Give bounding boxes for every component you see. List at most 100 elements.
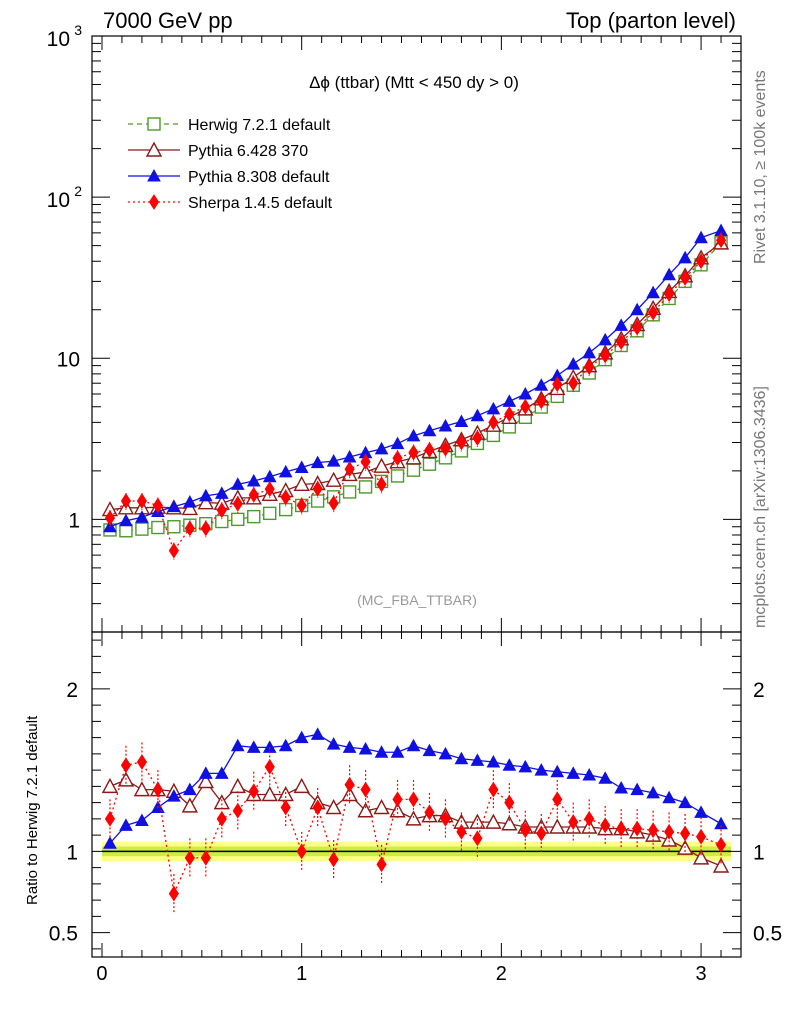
y-tick-label: 2 <box>66 679 78 702</box>
analysis-name: (MC_FBA_TTBAR) <box>357 592 477 608</box>
data-point <box>261 786 278 802</box>
legend-marker <box>145 141 163 157</box>
data-point <box>504 406 515 423</box>
x-tick-label: 2 <box>496 963 507 985</box>
legend-label: Pythia 6.428 370 <box>188 143 308 160</box>
legend-marker <box>147 168 161 182</box>
data-point <box>422 743 437 757</box>
data-point <box>264 758 275 775</box>
data-point <box>568 814 579 831</box>
data-point <box>198 766 213 779</box>
data-point <box>344 776 355 793</box>
data-point <box>230 738 245 752</box>
data-point <box>390 469 405 483</box>
data-point <box>694 230 708 244</box>
data-point <box>552 791 563 808</box>
x-tick-label: 3 <box>695 963 706 985</box>
data-point <box>488 781 499 798</box>
data-point <box>470 408 485 422</box>
data-point <box>664 823 675 840</box>
data-point <box>135 522 149 536</box>
data-point <box>679 270 691 286</box>
ratio-uncertainty-band <box>101 841 732 862</box>
data-point <box>470 753 485 766</box>
y-tick-label: 10 <box>47 189 70 212</box>
legend-label: Pythia 8.308 default <box>188 169 330 186</box>
data-point <box>230 477 245 490</box>
data-point <box>679 825 691 842</box>
data-point <box>104 810 116 827</box>
data-point <box>167 789 181 802</box>
data-point <box>440 810 451 827</box>
data-point <box>357 802 374 818</box>
data-point <box>646 285 660 299</box>
data-point <box>520 398 531 415</box>
x-tick-label: 0 <box>96 963 107 985</box>
data-point <box>374 745 389 758</box>
header-left: 7000 GeV pp <box>103 8 233 33</box>
data-point <box>373 799 390 815</box>
data-point <box>664 286 675 303</box>
data-point <box>600 817 611 834</box>
data-point <box>197 773 214 789</box>
data-point <box>229 777 246 794</box>
data-point <box>232 495 243 512</box>
data-point <box>501 815 518 831</box>
data-point <box>472 830 483 847</box>
data-point <box>715 232 727 249</box>
data-point <box>152 781 163 798</box>
data-point <box>136 754 148 770</box>
data-point <box>296 843 307 860</box>
data-point <box>248 783 259 800</box>
data-point <box>486 401 501 415</box>
data-point <box>247 509 261 524</box>
ratio-panel: 0.5 0.5 1 1 2 2 Ratio to Herwig 7.2.1 default <box>24 631 782 958</box>
data-point <box>358 741 373 755</box>
data-point <box>390 436 405 450</box>
data-point <box>326 737 341 750</box>
mcplots-label: mcplots.cern.ch [arXiv:1306.3436] <box>752 386 769 628</box>
data-point <box>310 455 325 469</box>
data-point <box>167 520 181 534</box>
y-tick-label-right: 0.5 <box>753 923 782 946</box>
main-title: Δϕ (ttbar) (Mtt < 450 dy > 0) <box>309 73 519 92</box>
data-point <box>326 454 341 467</box>
data-point <box>376 476 387 493</box>
data-point <box>119 524 133 538</box>
series-sherpa-2 <box>104 742 727 914</box>
data-point <box>119 818 133 831</box>
data-point <box>197 494 214 510</box>
data-point <box>520 822 531 839</box>
data-point <box>566 357 581 370</box>
legend-label: Sherpa 1.4.5 default <box>188 195 333 212</box>
data-point <box>120 757 132 774</box>
data-point <box>246 740 261 753</box>
data-point <box>488 414 499 431</box>
data-point <box>438 746 453 760</box>
data-point <box>472 430 483 446</box>
y-tick-exponent: 2 <box>74 183 82 199</box>
y-tick-label: 1 <box>66 841 78 864</box>
data-point <box>358 480 373 494</box>
data-point <box>678 250 692 264</box>
data-point <box>151 520 165 535</box>
data-point <box>712 857 730 873</box>
data-point <box>422 457 437 471</box>
data-point <box>424 804 435 821</box>
data-point <box>248 486 259 503</box>
data-point <box>502 758 517 771</box>
data-point <box>184 849 195 866</box>
data-point <box>328 495 339 512</box>
data-point <box>616 334 627 351</box>
ratio-frame <box>91 631 742 958</box>
data-point <box>216 810 227 827</box>
data-point <box>454 751 469 765</box>
data-point <box>584 359 595 376</box>
data-point <box>184 520 195 537</box>
x-axis-tick-labels: 0 1 2 3 <box>96 963 706 985</box>
legend-marker <box>147 117 161 131</box>
data-point <box>360 453 371 470</box>
series-line <box>109 229 722 528</box>
series-sherpa-3 <box>104 232 727 560</box>
